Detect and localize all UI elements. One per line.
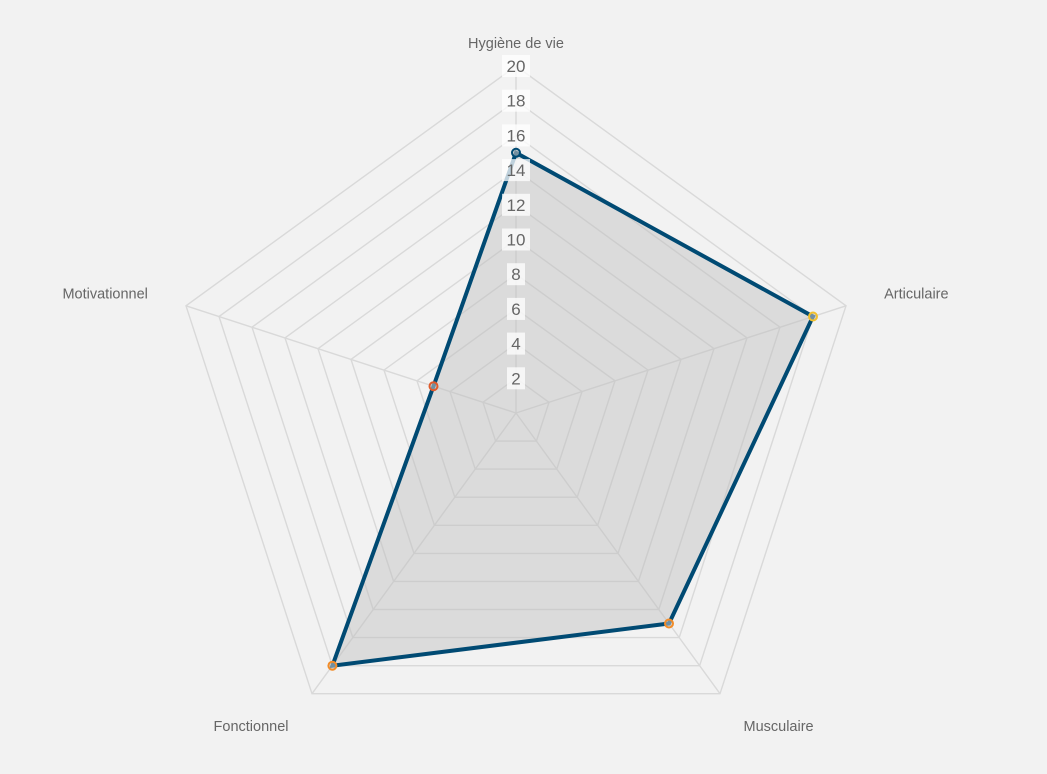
tick-label-backdrop: [507, 332, 525, 355]
tick-label-backdrop: [502, 124, 530, 147]
axis-label: Articulaire: [884, 286, 948, 302]
grid-ring: [383, 273, 649, 526]
tick-label-backdrop: [502, 55, 530, 77]
data-area-layer: [329, 149, 816, 669]
data-point[interactable]: [327, 660, 338, 671]
tick-label: 6: [511, 300, 520, 319]
tick-label: 8: [511, 265, 520, 284]
grid-ring: [284, 169, 748, 611]
axis-line: [515, 412, 721, 695]
grid-ring: [251, 134, 781, 639]
axis-label-layer: Hygiène de vie Articulaire Musculaire Fonct…: [62, 36, 948, 735]
data-point[interactable]: [808, 311, 818, 322]
grid-ring: [317, 203, 715, 583]
data-point[interactable]: [511, 147, 521, 158]
grid-ring: [185, 65, 847, 695]
data-point-layer: [327, 147, 818, 671]
tick-label-backdrop: [502, 228, 530, 251]
axis-label: Motivationnel: [62, 286, 147, 302]
tick-label-backdrop: [502, 193, 530, 216]
tick-label-backdrop: [507, 263, 525, 286]
axis-line: [515, 305, 847, 414]
grid-layer: [185, 65, 847, 695]
tick-label-backdrop: [507, 297, 525, 320]
tick-label: 4: [511, 335, 520, 354]
tick-label-backdrop: [502, 89, 530, 112]
tick-label-layer: 2 4 6 8 10 12 14 16 18 20: [502, 55, 530, 390]
tick-label: 10: [507, 231, 526, 250]
tick-label: 2: [511, 369, 520, 388]
data-area: [329, 149, 816, 669]
grid-ring: [350, 238, 682, 555]
tick-label: 20: [507, 57, 526, 76]
data-point[interactable]: [664, 618, 674, 629]
tick-label: 16: [507, 126, 526, 145]
axis-line: [185, 305, 517, 414]
axis-label: Hygiène de vie: [468, 36, 564, 52]
grid-ring: [482, 377, 550, 442]
tick-label-backdrop: [502, 159, 530, 182]
data-point[interactable]: [428, 381, 439, 392]
tick-label-backdrop: [507, 367, 525, 390]
tick-label: 14: [507, 161, 526, 180]
axis-label: Musculaire: [744, 719, 814, 735]
tick-label: 12: [507, 196, 526, 215]
grid-ring: [449, 342, 583, 470]
grid-ring: [218, 99, 814, 667]
tick-label: 18: [507, 92, 526, 111]
grid-ring: [416, 308, 616, 498]
axis-line: [311, 412, 517, 695]
axis-label: Fonctionnel: [214, 719, 289, 735]
